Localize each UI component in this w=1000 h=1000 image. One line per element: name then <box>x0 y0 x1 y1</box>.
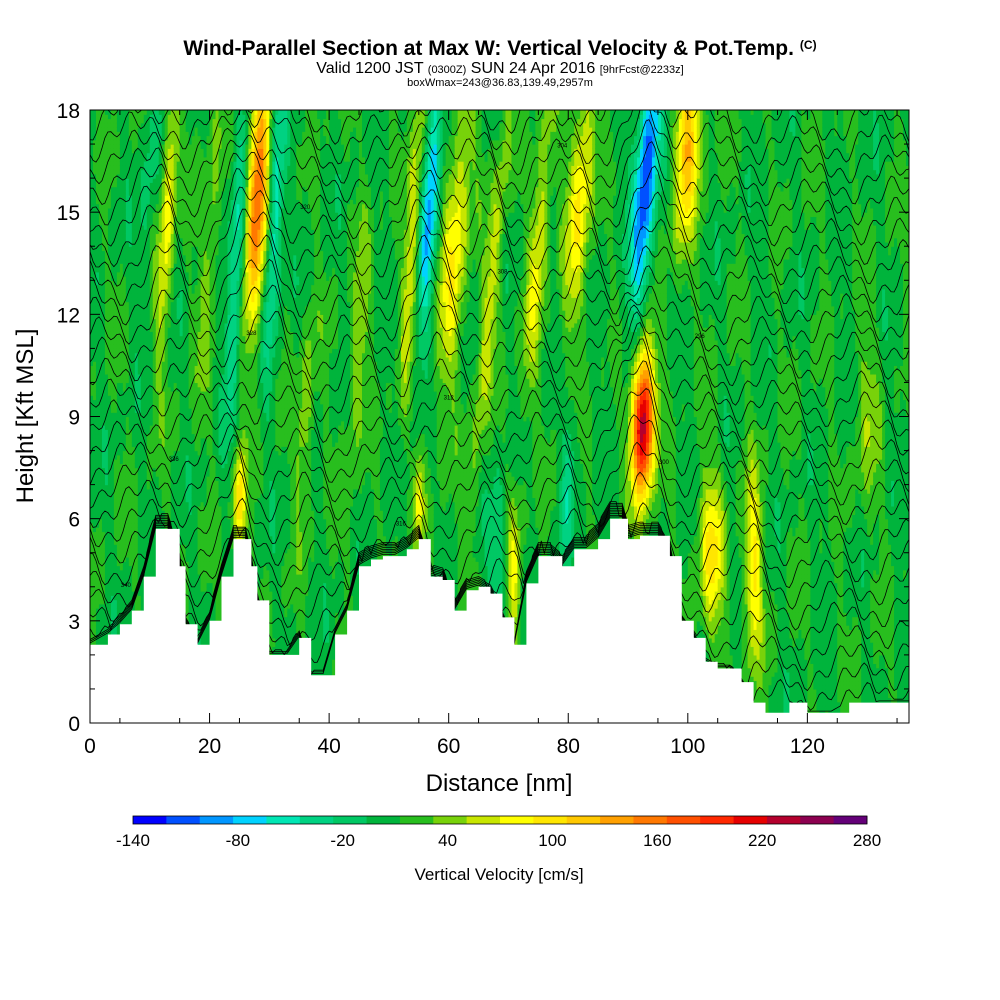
colorbar-swatch <box>533 816 568 824</box>
theta-isoline <box>90 508 909 631</box>
y-tick-label: 18 <box>57 100 80 123</box>
theta-isoline <box>90 497 909 569</box>
colorbar-swatch <box>833 816 868 824</box>
colorbar-tick-label: 160 <box>643 831 671 850</box>
theta-isoline <box>90 504 909 589</box>
colorbar-swatch <box>266 816 301 824</box>
colorbar-swatch <box>733 816 768 824</box>
theta-isoline <box>90 279 909 366</box>
theta-isoline <box>90 509 909 651</box>
colorbar-swatch <box>199 816 234 824</box>
chart-subtitle: Valid 1200 JST (0300Z) SUN 24 Apr 2016 [… <box>0 60 1000 78</box>
subtitle-forecast: [9hrFcst@2233z] <box>600 64 684 76</box>
colorbar-tick-label: -20 <box>330 831 355 850</box>
x-tick-label: 0 <box>84 735 96 758</box>
theta-isoline <box>90 321 909 427</box>
theta-isoline <box>90 233 909 326</box>
colorbar-swatch <box>700 816 734 824</box>
subtitle-utc: (0300Z) <box>428 64 467 76</box>
subtitle-valid: Valid 1200 JST <box>316 60 423 77</box>
y-tick-label: 9 <box>68 407 80 430</box>
box-info: boxWmax=243@36.83,139.49,2957m <box>0 77 1000 89</box>
x-tick-label: 80 <box>557 735 580 758</box>
theta-isoline <box>90 256 909 346</box>
colorbar-swatch <box>633 816 668 824</box>
y-tick-label: 15 <box>57 202 80 225</box>
theta-isoline <box>90 414 909 509</box>
theta-isoline <box>90 141 909 247</box>
x-tick-label: 100 <box>670 735 705 758</box>
y-tick-label: 0 <box>68 713 80 736</box>
theta-isoline <box>90 110 909 166</box>
theta-isoline <box>90 208 909 306</box>
colorbar-swatch <box>766 816 801 824</box>
chart-title-text: Wind-Parallel Section at Max W: Vertical… <box>183 37 794 60</box>
colorbar-swatch <box>500 816 534 824</box>
y-tick-label: 3 <box>68 611 80 634</box>
colorbar-swatch <box>366 816 401 824</box>
x-tick-label: 20 <box>198 735 221 758</box>
colorbar-tick-label: 280 <box>853 831 881 850</box>
x-tick-label: 40 <box>317 735 340 758</box>
colorbar-swatch <box>433 816 468 824</box>
isoline-label: 308 <box>497 269 508 275</box>
y-axis-label: Height [Kft MSL] <box>12 329 39 504</box>
y-tick-label: 6 <box>68 509 80 532</box>
theta-isoline <box>90 165 909 268</box>
y-tick-label: 12 <box>57 304 80 327</box>
isoline-label: 340 <box>121 583 132 589</box>
colorbar-frame <box>132 815 868 825</box>
theta-isoline <box>90 186 909 287</box>
colorbar-tick-label: 220 <box>748 831 776 850</box>
colorbar: -140 -80 -20 40 100 160 220 280 <box>116 815 881 850</box>
colorbar-swatch <box>299 816 334 824</box>
isoline-label: 312 <box>444 395 455 401</box>
colorbar-tick-label: -80 <box>226 831 251 850</box>
chart-title: Wind-Parallel Section at Max W: Vertical… <box>0 37 1000 61</box>
colorbar-swatch <box>133 816 167 824</box>
theta-isoline <box>90 304 909 387</box>
theta-isoline <box>90 387 909 487</box>
isoline-label: 328 <box>246 331 257 337</box>
colorbar-swatch <box>800 816 835 824</box>
colorbar-tick-label: 40 <box>438 831 457 850</box>
x-tick-label: 60 <box>437 735 460 758</box>
colorbar-label: Vertical Velocity [cm/s] <box>414 865 583 884</box>
isoline-label: 316 <box>396 521 407 527</box>
terrain <box>90 518 909 723</box>
colorbar-swatch <box>333 816 367 824</box>
theta-isoline <box>90 110 909 145</box>
theta-isoline <box>90 311 909 408</box>
theta-isoline <box>90 110 909 187</box>
axes: 0 20 40 60 80 100 120 0 3 6 9 12 15 18 <box>57 100 910 758</box>
x-tick-label: 120 <box>790 735 825 758</box>
colorbar-swatch <box>233 816 267 824</box>
theta-isoline <box>90 360 909 468</box>
terrain-mask <box>90 518 909 723</box>
colorbar-swatch <box>399 816 434 824</box>
isoline-label: 320 <box>300 205 311 211</box>
colorbar-swatch <box>166 816 201 824</box>
isoline-label: 304 <box>557 143 568 149</box>
chart-title-mark: (C) <box>800 38 817 52</box>
theta-isoline <box>90 119 909 226</box>
isoline-label: 336 <box>169 457 180 463</box>
colorbar-swatch <box>566 816 601 824</box>
subtitle-date: SUN 24 Apr 2016 <box>471 60 596 77</box>
theta-isoline <box>90 110 909 207</box>
theta-isoline <box>90 506 909 610</box>
colorbar-swatch <box>466 816 501 824</box>
isoline-label: 300 <box>659 460 670 466</box>
x-axis-label: Distance [nm] <box>426 770 573 797</box>
theta-isoline <box>90 470 909 549</box>
theta-isoline <box>90 338 909 448</box>
colorbar-swatch <box>666 816 701 824</box>
colorbar-tick-label: 100 <box>538 831 566 850</box>
theta-isoline <box>90 441 909 529</box>
colorbar-tick-label: -140 <box>116 831 150 850</box>
colorbar-swatch <box>600 816 634 824</box>
isoline-label: 296 <box>695 334 706 340</box>
